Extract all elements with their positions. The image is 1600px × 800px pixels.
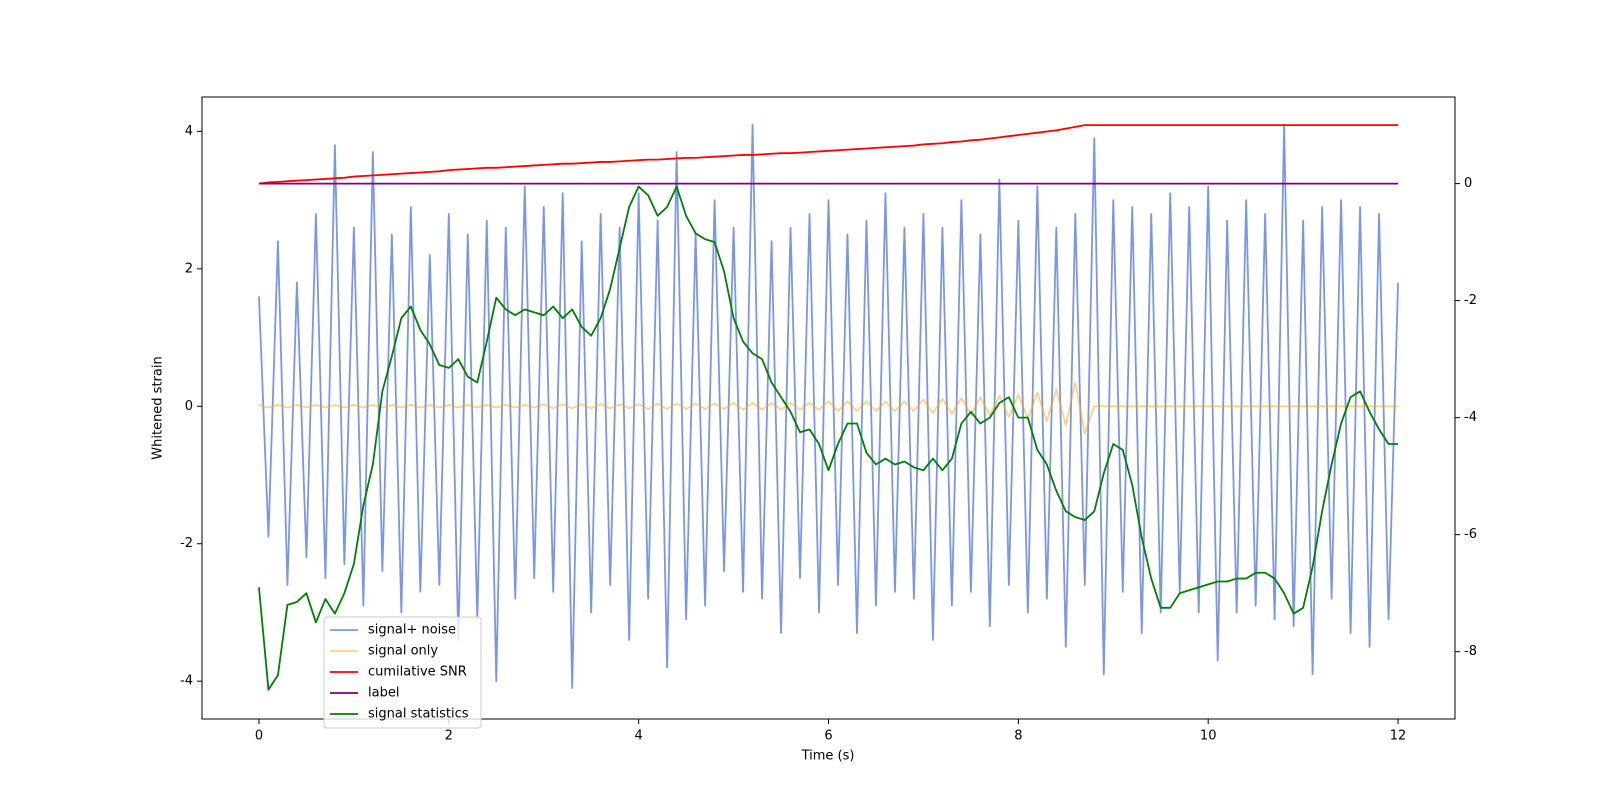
- series-line: [258, 123, 1399, 689]
- x-tick-label: 0: [255, 729, 263, 744]
- legend-label: signal statistics: [368, 707, 469, 722]
- legend-label: label: [368, 686, 399, 701]
- x-tick-label: 4: [635, 729, 643, 744]
- y-axis-label: Whitened strain: [151, 356, 166, 459]
- y-tick-label: -2: [180, 536, 193, 551]
- y2-tick-label: -4: [1464, 410, 1477, 425]
- y-tick-label: 4: [185, 124, 193, 139]
- x-tick-label: 12: [1390, 729, 1407, 744]
- x-tick-label: 6: [824, 729, 832, 744]
- y2-tick-label: -8: [1464, 644, 1477, 659]
- legend-label: cumilative SNR: [368, 665, 467, 680]
- x-tick-label: 10: [1200, 729, 1217, 744]
- y-tick-label: 2: [185, 261, 193, 276]
- legend-label: signal+ noise: [368, 623, 456, 638]
- y2-tick-label: 0: [1464, 176, 1472, 191]
- x-axis-label: Time (s): [801, 749, 855, 764]
- y-tick-label: 0: [185, 399, 193, 414]
- legend-label: signal only: [368, 644, 438, 659]
- x-tick-label: 2: [445, 729, 453, 744]
- series-line: [258, 124, 1399, 185]
- series-line: [258, 381, 1399, 435]
- legend-box: [323, 616, 482, 729]
- y2-tick-label: -2: [1464, 293, 1477, 308]
- x-tick-label: 8: [1014, 729, 1022, 744]
- y2-tick-label: -6: [1464, 527, 1477, 542]
- y-tick-label: -4: [180, 674, 193, 689]
- series-line: [258, 185, 1399, 691]
- plot-frame: [201, 96, 1456, 720]
